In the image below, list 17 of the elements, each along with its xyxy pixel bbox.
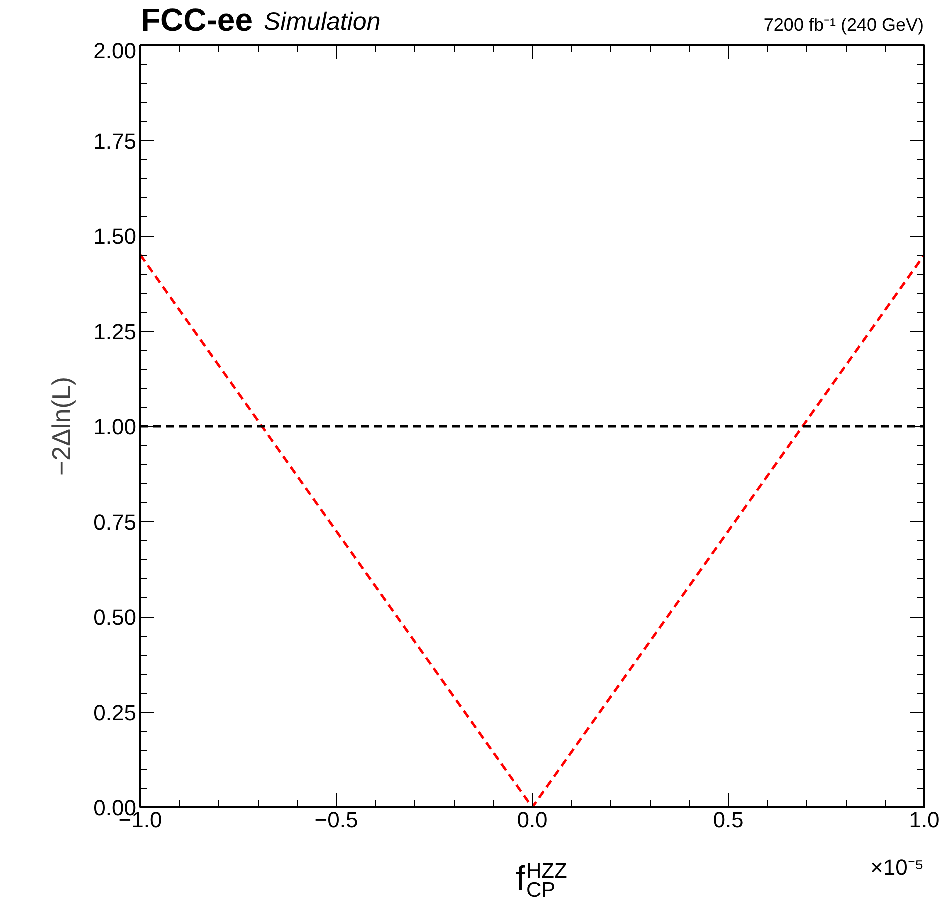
y-tick-label: 2.00 — [94, 38, 137, 64]
chart-subtitle: Simulation — [264, 7, 381, 37]
y-tick-label: 0.50 — [94, 605, 137, 630]
y-tick-label: 1.00 — [94, 414, 137, 440]
y-tick-label: 1.75 — [94, 128, 137, 154]
x-tick-label: 0.0 — [517, 808, 548, 832]
y-tick-label: 1.25 — [94, 319, 137, 344]
y-tick-label: 1.50 — [94, 224, 137, 249]
y-axis-title: −2Δln(L) — [46, 376, 77, 476]
x-tick-label: 0.5 — [713, 808, 744, 832]
x-tick-label: −0.5 — [314, 808, 358, 832]
chart-title: FCC-ee — [141, 2, 254, 38]
text: 7200 fb⁻¹ (240 GeV) — [764, 14, 924, 36]
text: ×10⁻⁵ — [870, 855, 924, 881]
y-tick-label: 0.25 — [94, 700, 137, 726]
x-tick-label: 1.0 — [909, 808, 940, 832]
y-tick-label: 0.75 — [94, 510, 137, 535]
